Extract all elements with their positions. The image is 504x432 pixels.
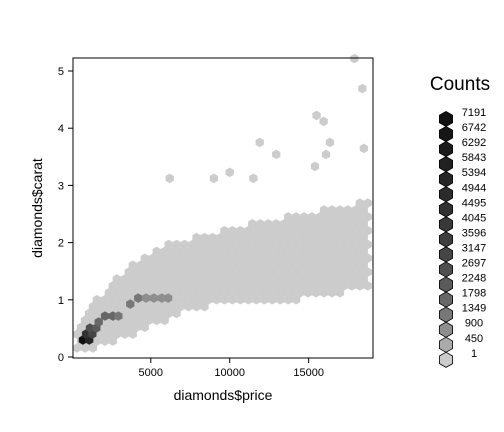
legend-swatch <box>439 201 453 218</box>
legend-label: 6292 <box>462 137 486 149</box>
legend-label: 3147 <box>462 242 486 254</box>
x-tick-label: 10000 <box>214 367 245 379</box>
hex-cell-outlier <box>272 149 281 160</box>
hex-cell-outlier <box>255 137 264 148</box>
legend-swatch <box>439 186 453 203</box>
y-tick-label: 3 <box>58 180 64 192</box>
hex-cell-dense <box>114 311 123 321</box>
legend-swatch <box>439 291 453 308</box>
x-tick-label: 5000 <box>139 367 163 379</box>
legend-label: 1 <box>471 348 477 360</box>
hex-cell-outlier <box>225 167 234 178</box>
legend-swatch <box>439 336 453 353</box>
hex-cell <box>363 198 372 208</box>
hex-cell-outlier <box>310 161 320 172</box>
y-tick-label: 0 <box>58 352 64 364</box>
y-tick-label: 2 <box>58 238 64 250</box>
y-tick-label: 1 <box>58 295 64 307</box>
legend-label: 4045 <box>462 212 486 224</box>
hexbin-cells <box>72 53 372 353</box>
hex-cell-outlier <box>350 53 359 64</box>
legend-swatch <box>439 231 453 248</box>
hex-cell-outlier <box>358 83 367 94</box>
legend-swatch <box>439 276 453 293</box>
legend-swatch <box>439 351 453 368</box>
hex-cell-outlier <box>209 173 219 184</box>
legend-label: 3596 <box>462 227 486 239</box>
legend-label: 6742 <box>462 122 486 134</box>
legend-label: 2248 <box>462 273 486 285</box>
legend-swatch <box>439 321 453 338</box>
legend-label: 5843 <box>462 152 486 164</box>
hex-cell-outlier <box>325 137 335 148</box>
legend-swatch <box>439 216 453 233</box>
legend-label: 5394 <box>462 167 486 179</box>
plot-frame <box>72 57 374 359</box>
legend-swatch <box>439 261 453 278</box>
legend-label: 2697 <box>462 258 486 270</box>
legend-swatch <box>439 171 453 188</box>
hex-cell-outlier <box>249 173 258 184</box>
hex-cell-outlier <box>312 110 321 121</box>
hex-cell-dense <box>164 293 173 303</box>
legend-swatch <box>439 110 453 128</box>
legend-label: 900 <box>465 318 483 330</box>
legend-label: 1349 <box>462 303 486 315</box>
legend-swatch <box>439 141 453 158</box>
x-axis-label: diamonds$price <box>174 387 273 403</box>
x-axis: 5000 10000 15000 <box>139 358 324 379</box>
y-axis-label: diamonds$carat <box>29 158 45 258</box>
legend-label: 1798 <box>462 288 486 300</box>
legend-swatch <box>439 125 453 143</box>
hex-cell-outlier <box>321 149 331 160</box>
x-tick-label: 15000 <box>293 367 324 379</box>
hex-cell-outlier <box>359 143 369 154</box>
legend-label: 450 <box>465 333 483 345</box>
legend-swatch <box>439 246 453 263</box>
y-axis: 0 1 2 3 4 5 <box>58 66 73 364</box>
y-tick-label: 5 <box>58 66 64 78</box>
y-tick-label: 4 <box>58 123 64 135</box>
hex-cell-dense <box>126 299 135 309</box>
legend-title: Counts <box>430 74 490 95</box>
hex-cell-outlier <box>319 116 328 127</box>
legend-swatch <box>439 156 453 173</box>
legend-swatch <box>439 306 453 323</box>
hex-cell-dense <box>94 317 103 327</box>
legend-label: 7191 <box>462 107 486 119</box>
legend: 7191 6742 6292 5843 5394 4944 4495 4045 3596 3147… <box>439 107 486 368</box>
legend-label: 4944 <box>462 182 486 194</box>
hex-cell-outlier <box>165 173 174 184</box>
legend-label: 4495 <box>462 197 486 209</box>
